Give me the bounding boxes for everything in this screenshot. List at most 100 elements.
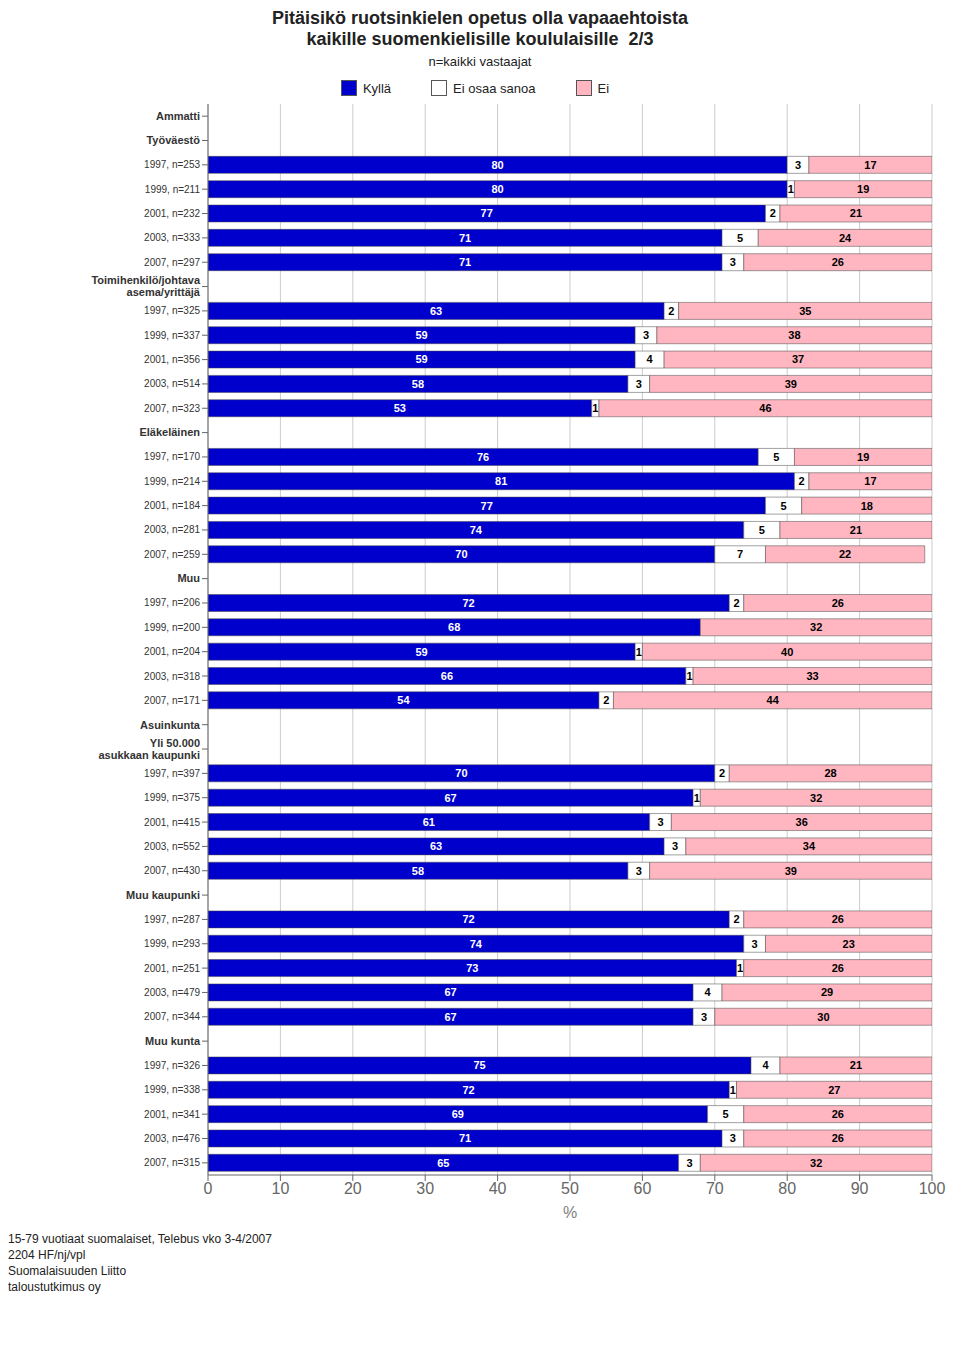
svg-text:18: 18 [861, 500, 873, 512]
svg-text:1997, n=170: 1997, n=170 [144, 451, 200, 462]
svg-text:77: 77 [481, 207, 493, 219]
svg-text:2007, n=344: 2007, n=344 [144, 1011, 200, 1022]
svg-text:5: 5 [723, 1108, 729, 1120]
svg-text:1: 1 [730, 1084, 736, 1096]
svg-text:Yli 50.000asukkaan kaupunki: Yli 50.000asukkaan kaupunki [99, 737, 201, 761]
svg-text:37: 37 [792, 353, 804, 365]
svg-text:Asuinkunta: Asuinkunta [140, 719, 201, 731]
svg-text:2003, n=318: 2003, n=318 [144, 671, 200, 682]
svg-text:2001, n=251: 2001, n=251 [144, 963, 200, 974]
svg-text:10: 10 [272, 1180, 290, 1197]
svg-text:2007, n=297: 2007, n=297 [144, 257, 200, 268]
svg-text:2007, n=171: 2007, n=171 [144, 695, 200, 706]
svg-text:26: 26 [832, 913, 844, 925]
svg-text:5: 5 [737, 232, 743, 244]
svg-text:21: 21 [850, 524, 862, 536]
svg-text:59: 59 [415, 329, 427, 341]
svg-text:1997, n=206: 1997, n=206 [144, 597, 200, 608]
svg-text:1: 1 [788, 183, 794, 195]
svg-text:23: 23 [843, 938, 855, 950]
svg-text:2: 2 [603, 694, 609, 706]
svg-text:Muu kaupunki: Muu kaupunki [126, 889, 200, 901]
svg-text:27: 27 [828, 1084, 840, 1096]
svg-text:44: 44 [767, 694, 780, 706]
svg-text:1: 1 [694, 792, 700, 804]
svg-text:53: 53 [394, 402, 406, 414]
svg-text:75: 75 [473, 1059, 485, 1071]
svg-text:33: 33 [806, 670, 818, 682]
svg-text:2003, n=479: 2003, n=479 [144, 987, 200, 998]
svg-text:1: 1 [636, 646, 642, 658]
svg-text:2: 2 [733, 597, 739, 609]
svg-text:26: 26 [832, 1132, 844, 1144]
svg-text:66: 66 [441, 670, 453, 682]
svg-text:35: 35 [799, 305, 811, 317]
svg-text:3: 3 [701, 1011, 707, 1023]
svg-text:1997, n=397: 1997, n=397 [144, 768, 200, 779]
svg-text:2001, n=341: 2001, n=341 [144, 1109, 200, 1120]
svg-text:74: 74 [470, 524, 483, 536]
svg-text:21: 21 [850, 207, 862, 219]
svg-text:59: 59 [415, 646, 427, 658]
svg-text:0: 0 [204, 1180, 213, 1197]
svg-text:26: 26 [832, 1108, 844, 1120]
svg-text:2003, n=552: 2003, n=552 [144, 841, 200, 852]
svg-text:2007, n=430: 2007, n=430 [144, 865, 200, 876]
svg-text:69: 69 [452, 1108, 464, 1120]
svg-text:90: 90 [851, 1180, 869, 1197]
svg-text:3: 3 [795, 159, 801, 171]
svg-text:22: 22 [839, 548, 851, 560]
svg-text:39: 39 [785, 378, 797, 390]
svg-text:34: 34 [803, 840, 816, 852]
svg-text:81: 81 [495, 475, 507, 487]
svg-text:59: 59 [415, 353, 427, 365]
svg-text:3: 3 [657, 816, 663, 828]
svg-text:1: 1 [592, 402, 598, 414]
svg-text:26: 26 [832, 962, 844, 974]
svg-text:Ammatti: Ammatti [156, 110, 200, 122]
svg-text:80: 80 [491, 183, 503, 195]
svg-text:76: 76 [477, 451, 489, 463]
svg-text:20: 20 [344, 1180, 362, 1197]
svg-text:2007, n=259: 2007, n=259 [144, 549, 200, 560]
svg-text:2001, n=415: 2001, n=415 [144, 817, 200, 828]
svg-text:67: 67 [444, 792, 456, 804]
svg-text:19: 19 [857, 183, 869, 195]
svg-text:63: 63 [430, 305, 442, 317]
svg-text:1999, n=338: 1999, n=338 [144, 1084, 200, 1095]
svg-text:2: 2 [733, 913, 739, 925]
svg-text:%: % [563, 1204, 577, 1221]
svg-text:2: 2 [770, 207, 776, 219]
svg-text:1999, n=211: 1999, n=211 [145, 184, 201, 195]
svg-text:32: 32 [810, 1157, 822, 1169]
svg-text:1999, n=200: 1999, n=200 [144, 622, 200, 633]
svg-text:24: 24 [839, 232, 852, 244]
svg-text:60: 60 [634, 1180, 652, 1197]
svg-text:36: 36 [796, 816, 808, 828]
svg-text:Toimihenkilö/johtavaasema/yrit: Toimihenkilö/johtavaasema/yrittäjä [91, 274, 200, 298]
svg-text:1997, n=253: 1997, n=253 [144, 159, 200, 170]
svg-text:58: 58 [412, 865, 424, 877]
svg-text:17: 17 [864, 159, 876, 171]
svg-text:2001, n=204: 2001, n=204 [144, 646, 200, 657]
svg-text:2: 2 [668, 305, 674, 317]
svg-text:3: 3 [672, 840, 678, 852]
svg-text:65: 65 [437, 1157, 449, 1169]
svg-text:30: 30 [416, 1180, 434, 1197]
svg-text:70: 70 [455, 548, 467, 560]
svg-text:80: 80 [491, 159, 503, 171]
svg-text:72: 72 [463, 913, 475, 925]
svg-text:70: 70 [455, 767, 467, 779]
svg-text:2: 2 [799, 475, 805, 487]
svg-text:71: 71 [459, 1132, 471, 1144]
svg-text:2001, n=184: 2001, n=184 [144, 500, 200, 511]
svg-text:46: 46 [759, 402, 771, 414]
svg-text:Eläkeläinen: Eläkeläinen [139, 426, 200, 438]
svg-text:Työväestö: Työväestö [146, 134, 200, 146]
svg-text:71: 71 [459, 232, 471, 244]
svg-text:2001, n=356: 2001, n=356 [144, 354, 200, 365]
svg-text:80: 80 [778, 1180, 796, 1197]
svg-text:4: 4 [647, 353, 654, 365]
svg-text:Muu: Muu [177, 572, 200, 584]
svg-text:61: 61 [423, 816, 435, 828]
